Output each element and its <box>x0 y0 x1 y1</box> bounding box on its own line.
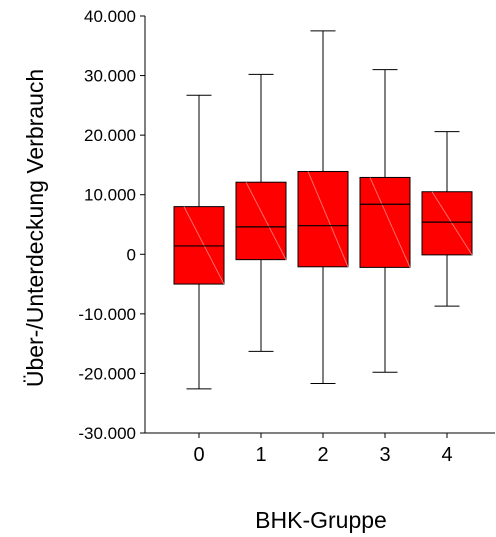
y-axis-title: Über-/Unterdeckung Verbrauch <box>22 69 48 387</box>
y-tick-label: -10.000 <box>78 305 136 324</box>
y-axis-ticks: -30.000 -20.000 -10.000 0 10.000 20.000 30.000… <box>78 7 145 443</box>
y-tick-label: 10.000 <box>84 186 136 205</box>
y-tick-label: 20.000 <box>84 126 136 145</box>
box-hatch <box>307 171 349 267</box>
iqr-box <box>359 176 411 268</box>
iqr-box <box>235 181 287 261</box>
iqr-box <box>297 170 349 268</box>
x-tick-label: 3 <box>379 444 390 466</box>
y-tick-label: -20.000 <box>78 364 136 383</box>
x-axis-ticks: 0 1 2 3 4 <box>193 433 453 466</box>
box-hatch <box>431 191 473 256</box>
x-tick-label: 4 <box>441 444 452 466</box>
iqr-box <box>421 191 473 256</box>
y-tick-label: -30.000 <box>78 424 136 443</box>
x-tick-label: 1 <box>255 444 266 466</box>
box-hatch <box>245 181 287 260</box>
y-tick-label: 0 <box>127 245 136 264</box>
x-tick-label: 2 <box>317 444 328 466</box>
y-tick-label: 30.000 <box>84 67 136 86</box>
y-tick-label: 40.000 <box>84 7 136 26</box>
x-axis-title: BHK-Gruppe <box>255 507 387 533</box>
x-tick-label: 0 <box>193 444 204 466</box>
box-series <box>173 30 473 390</box>
box-hatch <box>369 177 411 268</box>
